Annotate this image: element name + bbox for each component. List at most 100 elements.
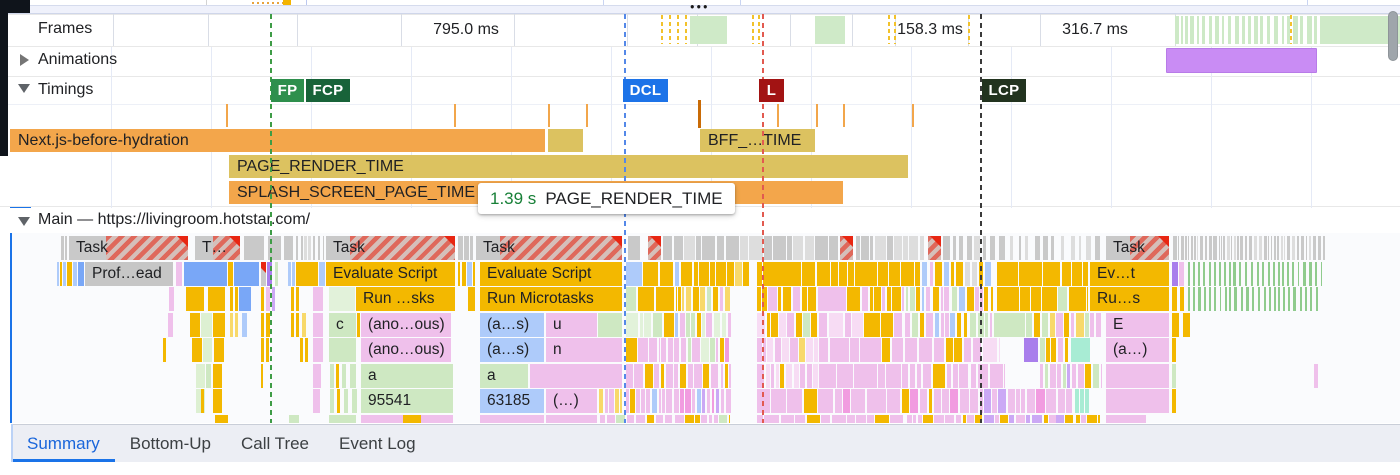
flame-bar[interactable] [793,236,804,260]
flame-bar[interactable] [984,389,991,413]
flame-bar[interactable] [302,312,306,337]
flame-bar[interactable]: T… [195,236,227,260]
flame-bar[interactable] [719,338,725,362]
flame-bar[interactable] [342,363,346,388]
flame-bar[interactable] [203,338,212,362]
flame-bar[interactable]: Task [1106,236,1145,260]
flame-bar[interactable] [727,261,735,286]
flame-bar[interactable] [984,312,989,337]
flame-bar[interactable] [1106,414,1146,423]
flame-bar[interactable] [213,312,225,337]
flame-bar[interactable] [914,261,920,286]
flame-bar[interactable] [978,363,989,388]
flame-bar[interactable] [847,287,860,311]
frame-block[interactable] [1234,16,1239,44]
flame-bar[interactable] [1040,338,1046,362]
flame-bar[interactable] [721,312,727,337]
flame-bar[interactable] [168,312,173,337]
flame-bar[interactable] [1196,236,1198,260]
flame-bar[interactable] [244,236,264,260]
flame-bar[interactable] [261,338,264,362]
flame-bar[interactable] [651,389,658,413]
flame-bar[interactable] [959,287,965,311]
flame-bar[interactable] [728,363,731,388]
flame-bar[interactable] [686,287,692,311]
flame-bar[interactable] [317,236,320,260]
flame-bar[interactable] [765,363,770,388]
flame-bar[interactable] [928,236,941,260]
flame-bar[interactable] [1021,389,1025,413]
flame-bar[interactable] [816,261,831,286]
flame-bar[interactable] [1269,287,1272,311]
frame-block[interactable] [1273,16,1279,44]
flame-bar[interactable] [1204,236,1208,260]
frame-block[interactable] [1215,16,1220,44]
frame-block[interactable] [1293,16,1298,44]
flame-bar[interactable] [695,414,701,423]
flame-bar[interactable] [261,312,264,337]
flame-bar[interactable] [789,261,801,286]
frame-block[interactable] [1248,16,1252,44]
flame-bar[interactable] [329,338,356,362]
frame-block[interactable] [1208,16,1213,44]
frame-block[interactable] [1189,16,1194,44]
flame-bar[interactable] [680,338,686,362]
flame-bar[interactable] [998,236,1006,260]
flame-bar[interactable] [637,287,655,311]
flame-bar[interactable] [163,338,166,362]
flame-bar[interactable] [1268,236,1270,260]
flame-bar[interactable] [942,389,949,413]
flame-bar[interactable] [701,414,708,423]
flame-bar[interactable] [1065,414,1074,423]
flame-bar[interactable] [992,389,997,413]
flame-bar[interactable] [860,236,869,260]
flame-bar[interactable] [894,312,903,337]
flame-bar[interactable] [909,236,918,260]
flame-bar[interactable] [1244,261,1247,286]
flame-bar[interactable] [706,389,711,413]
flame-bar[interactable] [1046,338,1050,362]
flame-bar[interactable] [67,261,72,286]
flame-bar[interactable] [802,312,811,337]
flame-bar[interactable] [630,389,635,413]
flame-bar[interactable] [772,261,777,286]
flame-bar[interactable] [470,236,474,260]
flame-bar[interactable] [815,236,828,260]
flame-bar[interactable] [1270,236,1273,260]
flame-bar[interactable] [922,363,932,388]
flame-bar[interactable] [1240,287,1243,311]
flame-bar[interactable] [313,338,323,362]
flame-bar[interactable] [640,389,645,413]
flame-bar[interactable] [901,287,905,311]
flame-bar[interactable] [1095,312,1101,337]
flame-bar[interactable] [1213,236,1217,260]
flame-bar[interactable] [902,236,909,260]
flame-bar[interactable] [300,236,304,260]
flame-bar[interactable] [870,287,873,311]
flame-bar[interactable] [943,236,950,260]
flame-bar[interactable] [983,414,994,423]
flame-bar[interactable] [329,414,356,423]
frame-block[interactable] [690,16,727,44]
flame-bar[interactable] [684,236,695,260]
flame-bar[interactable] [206,363,211,388]
flame-bar[interactable] [201,312,212,337]
flame-bar[interactable] [634,363,643,388]
flame-bar[interactable] [975,414,982,423]
flame-bar[interactable] [877,363,885,388]
flame-bar[interactable] [813,363,818,388]
flame-bar[interactable] [616,414,626,423]
frame-block[interactable] [1281,16,1285,44]
timing-badge-fp[interactable]: FP [271,78,304,102]
timing-badge-l[interactable]: L [759,78,784,102]
flame-bar[interactable] [894,236,902,260]
flame-bar[interactable] [675,261,680,286]
flame-bar[interactable] [1261,261,1264,286]
flame-bar[interactable] [928,389,932,413]
flame-bar[interactable] [1203,287,1206,311]
flame-bar[interactable] [213,363,222,388]
flame-bar[interactable]: 63185 [480,389,544,413]
flame-bar[interactable] [1304,287,1308,311]
flame-bar[interactable] [648,236,661,260]
flame-bar[interactable] [855,414,867,423]
